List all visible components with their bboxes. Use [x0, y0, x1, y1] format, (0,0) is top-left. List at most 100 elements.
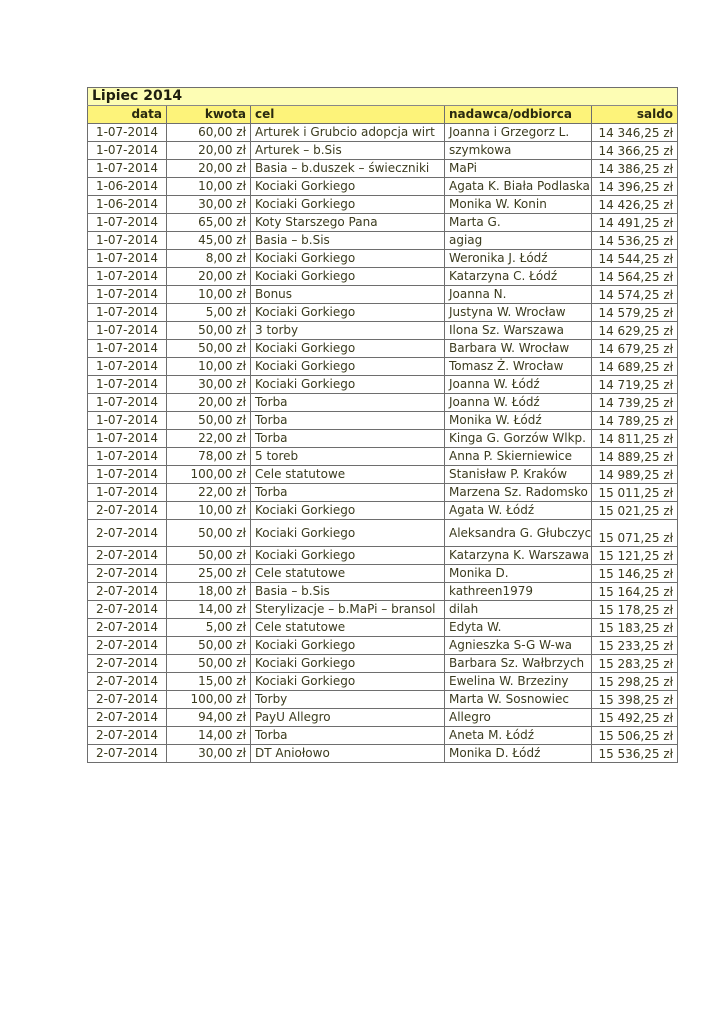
sender-cell: Marta G.	[444, 213, 592, 232]
date-cell: 2-07-2014	[87, 654, 167, 673]
purpose-cell: Cele statutowe	[250, 618, 445, 637]
purpose-cell: Basia – b.duszek – świeczniki	[250, 159, 445, 178]
date-cell: 2-07-2014	[87, 546, 167, 565]
amount-cell: 78,00 zł	[166, 447, 251, 466]
purpose-cell: Cele statutowe	[250, 564, 445, 583]
amount-cell: 100,00 zł	[166, 690, 251, 709]
table-row: 1-07-2014 22,00 zł Torba Marzena Sz. Radoms…	[87, 483, 679, 502]
table-row: 1-07-2014 100,00 zł Cele statutowe Stanisła…	[87, 465, 679, 484]
sender-cell: dilah	[444, 600, 592, 619]
date-cell: 1-07-2014	[87, 231, 167, 250]
balance-cell: 15 536,25 zł	[590, 744, 679, 763]
balance-cell: 14 536,25 zł	[590, 231, 679, 250]
amount-cell: 18,00 zł	[166, 582, 251, 601]
purpose-cell: Kociaki Gorkiego	[250, 636, 445, 655]
table-row: 1-07-2014 20,00 zł Torba Joanna W. Łódź 14 7…	[87, 393, 679, 412]
date-cell: 2-07-2014	[87, 744, 167, 763]
table-row: 1-07-2014 20,00 zł Arturek – b.Sis szymkowa…	[87, 141, 679, 160]
date-cell: 2-07-2014	[87, 708, 167, 727]
amount-cell: 50,00 zł	[166, 321, 251, 340]
sender-cell: Anna P. Skierniewice	[444, 447, 592, 466]
purpose-cell: Torba	[250, 411, 445, 430]
amount-cell: 5,00 zł	[166, 618, 251, 637]
date-cell: 1-07-2014	[87, 375, 167, 394]
amount-cell: 100,00 zł	[166, 465, 251, 484]
balance-cell: 15 164,25 zł	[590, 582, 679, 601]
table-row: 1-07-2014 50,00 zł Torba Monika W. Łódź 14 7…	[87, 411, 679, 430]
sender-cell: Allegro	[444, 708, 592, 727]
balance-cell: 14 739,25 zł	[590, 393, 679, 412]
amount-cell: 50,00 zł	[166, 519, 251, 547]
amount-cell: 10,00 zł	[166, 177, 251, 196]
amount-cell: 50,00 zł	[166, 411, 251, 430]
date-cell: 2-07-2014	[87, 582, 167, 601]
sender-cell: MaPi	[444, 159, 592, 178]
balance-cell: 14 426,25 zł	[590, 195, 679, 214]
purpose-cell: Kociaki Gorkiego	[250, 249, 445, 268]
balance-cell: 14 564,25 zł	[590, 267, 679, 286]
amount-cell: 50,00 zł	[166, 339, 251, 358]
purpose-cell: Kociaki Gorkiego	[250, 654, 445, 673]
table-row: 2-07-2014 50,00 zł Kociaki Gorkiego Agniesz…	[87, 636, 679, 655]
balance-cell: 15 492,25 zł	[590, 708, 679, 727]
amount-cell: 14,00 zł	[166, 726, 251, 745]
amount-cell: 20,00 zł	[166, 393, 251, 412]
date-cell: 1-07-2014	[87, 303, 167, 322]
amount-cell: 10,00 zł	[166, 357, 251, 376]
amount-cell: 94,00 zł	[166, 708, 251, 727]
date-cell: 2-07-2014	[87, 726, 167, 745]
table-row: 1-07-2014 78,00 zł 5 toreb Anna P. Skiernie…	[87, 447, 679, 466]
sender-cell: Agata W. Łódź	[444, 501, 592, 520]
table-row: 2-07-2014 15,00 zł Kociaki Gorkiego Ewelina…	[87, 672, 679, 691]
balance-cell: 14 689,25 zł	[590, 357, 679, 376]
table-row: 2-07-2014 50,00 zł Kociaki Gorkiego Aleksan…	[87, 519, 679, 547]
sender-cell: Agnieszka S-G W-wa	[444, 636, 592, 655]
purpose-cell: Kociaki Gorkiego	[250, 195, 445, 214]
date-cell: 1-07-2014	[87, 249, 167, 268]
date-cell: 1-07-2014	[87, 429, 167, 448]
sender-cell: Tomasz Ż. Wrocław	[444, 357, 592, 376]
table-row: 1-07-2014 50,00 zł Kociaki Gorkiego Barbara…	[87, 339, 679, 358]
header-data: data	[87, 105, 167, 124]
table-row: 2-07-2014 30,00 zł DT Aniołowo Monika D. Łó…	[87, 744, 679, 763]
balance-cell: 14 491,25 zł	[590, 213, 679, 232]
purpose-cell: DT Aniołowo	[250, 744, 445, 763]
amount-cell: 14,00 zł	[166, 600, 251, 619]
balance-cell: 14 889,25 zł	[590, 447, 679, 466]
sender-cell: Monika W. Konin	[444, 195, 592, 214]
amount-cell: 5,00 zł	[166, 303, 251, 322]
date-cell: 2-07-2014	[87, 501, 167, 520]
table-row: 2-07-2014 100,00 zł Torby Marta W. Sosnowie…	[87, 690, 679, 709]
balance-cell: 14 574,25 zł	[590, 285, 679, 304]
date-cell: 1-06-2014	[87, 195, 167, 214]
amount-cell: 10,00 zł	[166, 285, 251, 304]
amount-cell: 10,00 zł	[166, 501, 251, 520]
balance-cell: 14 346,25 zł	[590, 123, 679, 142]
table-row: 2-07-2014 14,00 zł Torba Aneta M. Łódź 15 50…	[87, 726, 679, 745]
purpose-cell: Arturek – b.Sis	[250, 141, 445, 160]
amount-cell: 25,00 zł	[166, 564, 251, 583]
date-cell: 1-07-2014	[87, 393, 167, 412]
amount-cell: 20,00 zł	[166, 267, 251, 286]
purpose-cell: Kociaki Gorkiego	[250, 519, 445, 547]
table-row: 1-07-2014 20,00 zł Kociaki Gorkiego Katarzy…	[87, 267, 679, 286]
balance-cell: 14 396,25 zł	[590, 177, 679, 196]
purpose-cell: Koty Starszego Pana	[250, 213, 445, 232]
date-cell: 2-07-2014	[87, 600, 167, 619]
amount-cell: 30,00 zł	[166, 375, 251, 394]
sender-cell: Marzena Sz. Radomsko	[444, 483, 592, 502]
sender-cell: Monika W. Łódź	[444, 411, 592, 430]
purpose-cell: Kociaki Gorkiego	[250, 177, 445, 196]
date-cell: 2-07-2014	[87, 636, 167, 655]
sender-cell: Justyna W. Wrocław	[444, 303, 592, 322]
balance-cell: 15 071,25 zł	[590, 519, 679, 547]
amount-cell: 22,00 zł	[166, 483, 251, 502]
purpose-cell: PayU Allegro	[250, 708, 445, 727]
table-row: 1-07-2014 20,00 zł Basia – b.duszek – świe…	[87, 159, 679, 178]
date-cell: 1-07-2014	[87, 411, 167, 430]
balance-cell: 14 679,25 zł	[590, 339, 679, 358]
amount-cell: 20,00 zł	[166, 141, 251, 160]
table-row: 1-07-2014 50,00 zł 3 torby Ilona Sz. Warsza…	[87, 321, 679, 340]
table-row: 2-07-2014 25,00 zł Cele statutowe Monika D.…	[87, 564, 679, 583]
sender-cell: Monika D. Łódź	[444, 744, 592, 763]
